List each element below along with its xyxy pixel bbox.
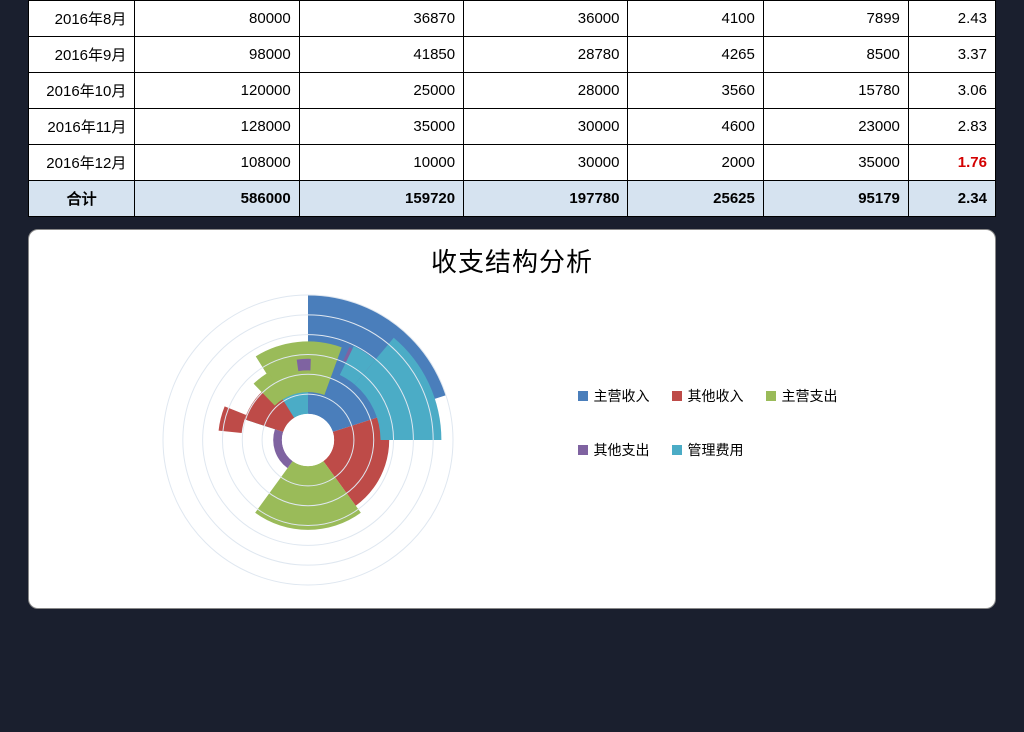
total-value-cell: 2.34	[908, 181, 995, 217]
chart-panel: 收支结构分析 主营收入 其他收入 主营支出其他支出 管理费用	[28, 229, 996, 609]
total-value-cell: 586000	[135, 181, 299, 217]
total-value-cell: 25625	[628, 181, 763, 217]
chart-center-hole	[282, 414, 334, 466]
legend-row: 主营收入 其他收入 主营支出	[578, 386, 975, 406]
value-cell: 120000	[135, 73, 299, 109]
value-cell: 3.06	[908, 73, 995, 109]
legend-swatch	[578, 445, 588, 455]
table-row: 2016年11月12800035000300004600230002.83	[29, 109, 996, 145]
legend-item: 主营支出	[766, 386, 838, 406]
total-value-cell: 159720	[299, 181, 463, 217]
value-cell: 4600	[628, 109, 763, 145]
value-cell: 108000	[135, 145, 299, 181]
legend-item: 主营收入	[578, 386, 650, 406]
legend-label: 其他支出	[594, 440, 650, 460]
legend-swatch	[578, 391, 588, 401]
value-cell: 10000	[299, 145, 463, 181]
legend-label: 其他收入	[688, 386, 744, 406]
legend-item: 其他支出	[578, 440, 650, 460]
value-cell: 2.83	[908, 109, 995, 145]
value-cell: 28000	[464, 73, 628, 109]
value-cell: 4265	[628, 37, 763, 73]
legend-row: 其他支出 管理费用	[578, 440, 975, 460]
value-cell: 3560	[628, 73, 763, 109]
value-cell: 4100	[628, 1, 763, 37]
legend-swatch	[672, 445, 682, 455]
value-cell: 23000	[763, 109, 908, 145]
legend-label: 主营收入	[594, 386, 650, 406]
legend-item: 其他收入	[672, 386, 744, 406]
value-cell: 35000	[763, 145, 908, 181]
period-cell: 2016年10月	[29, 73, 135, 109]
value-cell: 30000	[464, 145, 628, 181]
value-cell: 3.37	[908, 37, 995, 73]
table-row: 2016年8月800003687036000410078992.43	[29, 1, 996, 37]
period-cell: 2016年9月	[29, 37, 135, 73]
legend-item: 管理费用	[672, 440, 744, 460]
table-row: 2016年9月980004185028780426585003.37	[29, 37, 996, 73]
value-cell: 128000	[135, 109, 299, 145]
table-row: 2016年10月12000025000280003560157803.06	[29, 73, 996, 109]
value-cell: 1.76	[908, 145, 995, 181]
chart-slice-fragment	[297, 359, 311, 371]
legend-label: 主营支出	[782, 386, 838, 406]
financial-table: 2016年8月800003687036000410078992.432016年9…	[28, 0, 996, 217]
period-cell: 2016年8月	[29, 1, 135, 37]
value-cell: 36870	[299, 1, 463, 37]
total-label-cell: 合计	[29, 181, 135, 217]
value-cell: 30000	[464, 109, 628, 145]
value-cell: 8500	[763, 37, 908, 73]
total-value-cell: 197780	[464, 181, 628, 217]
polar-chart	[49, 285, 568, 595]
legend-swatch	[766, 391, 776, 401]
total-value-cell: 95179	[763, 181, 908, 217]
legend-swatch	[672, 391, 682, 401]
value-cell: 2.43	[908, 1, 995, 37]
data-table-region: 2016年8月800003687036000410078992.432016年9…	[28, 0, 996, 217]
total-row: 合计58600015972019778025625951792.34	[29, 181, 996, 217]
value-cell: 2000	[628, 145, 763, 181]
value-cell: 36000	[464, 1, 628, 37]
value-cell: 25000	[299, 73, 463, 109]
chart-legend: 主营收入 其他收入 主营支出其他支出 管理费用	[568, 386, 975, 494]
value-cell: 7899	[763, 1, 908, 37]
table-row: 2016年12月10800010000300002000350001.76	[29, 145, 996, 181]
period-cell: 2016年11月	[29, 109, 135, 145]
value-cell: 28780	[464, 37, 628, 73]
value-cell: 98000	[135, 37, 299, 73]
value-cell: 15780	[763, 73, 908, 109]
value-cell: 80000	[135, 1, 299, 37]
value-cell: 35000	[299, 109, 463, 145]
legend-label: 管理费用	[688, 440, 744, 460]
chart-title: 收支结构分析	[49, 242, 975, 279]
period-cell: 2016年12月	[29, 145, 135, 181]
value-cell: 41850	[299, 37, 463, 73]
